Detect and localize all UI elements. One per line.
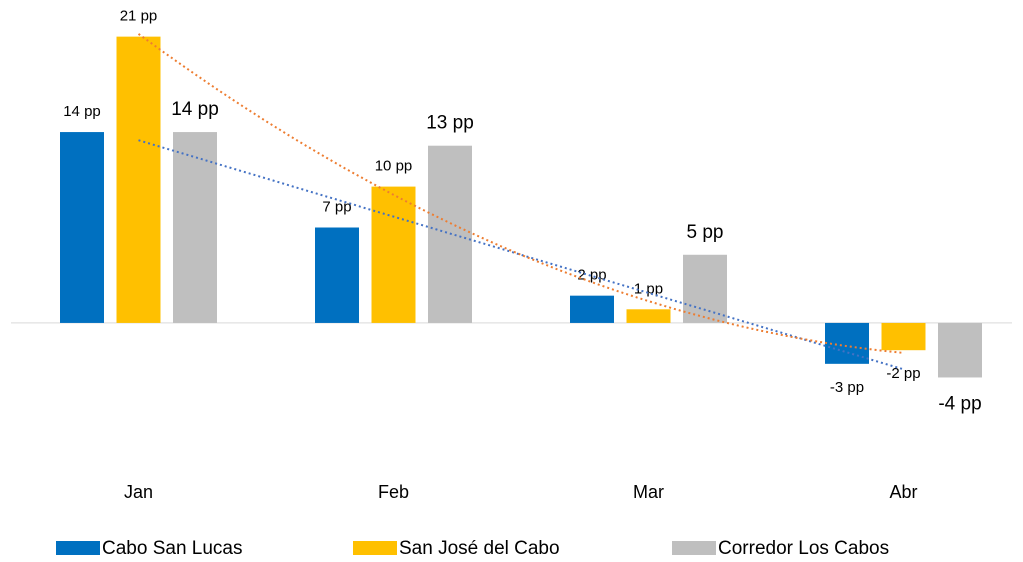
bar xyxy=(881,322,926,351)
data-label: 14 pp xyxy=(171,99,219,120)
data-label: 14 pp xyxy=(63,103,101,120)
legend-swatch xyxy=(353,541,397,555)
x-tick-label: Jan xyxy=(124,482,153,502)
legend-swatch xyxy=(672,541,716,555)
bar xyxy=(683,254,727,323)
legend-label: San José del Cabo xyxy=(399,538,560,559)
legend-label: Corredor Los Cabos xyxy=(718,538,889,559)
bar xyxy=(371,186,416,323)
x-tick-label: Abr xyxy=(889,482,917,502)
data-label: 13 pp xyxy=(426,113,474,134)
data-label: 21 pp xyxy=(120,8,158,25)
data-label: -2 pp xyxy=(886,365,920,382)
data-label: 5 pp xyxy=(687,222,724,243)
bar xyxy=(626,309,671,323)
x-tick-label: Mar xyxy=(633,482,664,502)
legend-label: Cabo San Lucas xyxy=(102,538,243,559)
trendline xyxy=(137,33,904,354)
bar xyxy=(116,36,161,323)
legend-swatch xyxy=(56,541,100,555)
bar xyxy=(315,227,359,323)
trendline xyxy=(138,139,904,371)
x-tick-label: Feb xyxy=(378,482,409,502)
bar xyxy=(938,322,982,378)
data-label: 7 pp xyxy=(322,198,351,215)
data-label: 1 pp xyxy=(634,280,663,297)
data-label: 10 pp xyxy=(375,158,413,175)
data-label: 2 pp xyxy=(577,267,606,284)
bar xyxy=(825,322,869,364)
data-label: -3 pp xyxy=(830,379,864,396)
bar xyxy=(570,295,614,323)
bar xyxy=(173,132,217,323)
bar xyxy=(60,132,104,323)
data-label: -4 pp xyxy=(938,393,981,414)
